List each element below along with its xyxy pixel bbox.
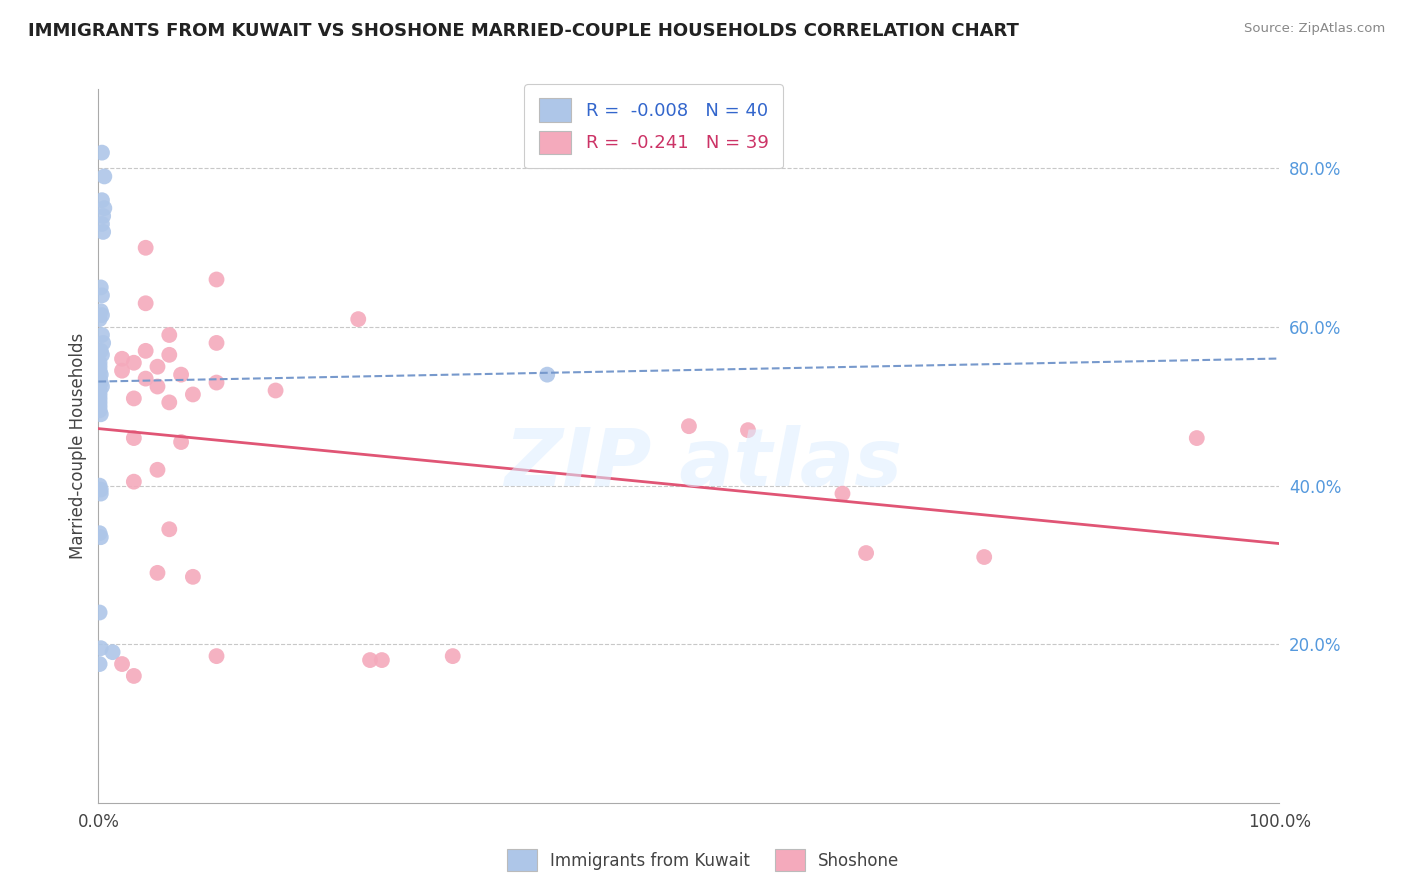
- Point: [91, 145, 114, 160]
- Point: [536, 368, 558, 382]
- Point: [89, 403, 111, 417]
- Point: [89, 359, 111, 374]
- Point: [90, 343, 112, 358]
- Point: [89, 392, 111, 406]
- Point: [146, 463, 169, 477]
- Point: [89, 657, 111, 671]
- Point: [90, 280, 112, 294]
- Text: Source: ZipAtlas.com: Source: ZipAtlas.com: [1244, 22, 1385, 36]
- Point: [146, 359, 169, 374]
- Point: [122, 431, 145, 445]
- Point: [90, 376, 112, 390]
- Point: [89, 478, 111, 492]
- Point: [91, 225, 114, 239]
- Legend: R =  -0.008   N = 40, R =  -0.241   N = 39: R = -0.008 N = 40, R = -0.241 N = 39: [524, 84, 783, 169]
- Point: [93, 169, 115, 184]
- Point: [91, 328, 114, 343]
- Point: [91, 193, 114, 207]
- Point: [91, 217, 114, 231]
- Point: [89, 384, 111, 398]
- Point: [91, 335, 114, 350]
- Point: [157, 395, 180, 409]
- Text: ZIP atlas: ZIP atlas: [503, 425, 903, 503]
- Point: [90, 304, 112, 318]
- Legend: Immigrants from Kuwait, Shoshone: Immigrants from Kuwait, Shoshone: [498, 841, 908, 880]
- Point: [855, 546, 877, 560]
- Point: [91, 288, 114, 302]
- Y-axis label: Married-couple Households: Married-couple Households: [69, 333, 87, 559]
- Point: [90, 407, 112, 421]
- Point: [157, 348, 180, 362]
- Point: [371, 653, 394, 667]
- Point: [122, 669, 145, 683]
- Point: [111, 364, 134, 378]
- Point: [90, 368, 112, 382]
- Point: [90, 483, 112, 497]
- Point: [205, 335, 228, 350]
- Point: [111, 657, 134, 671]
- Point: [122, 392, 145, 406]
- Point: [91, 308, 114, 322]
- Point: [89, 356, 111, 370]
- Point: [90, 530, 112, 544]
- Text: IMMIGRANTS FROM KUWAIT VS SHOSHONE MARRIED-COUPLE HOUSEHOLDS CORRELATION CHART: IMMIGRANTS FROM KUWAIT VS SHOSHONE MARRI…: [28, 22, 1019, 40]
- Point: [89, 371, 111, 385]
- Point: [678, 419, 700, 434]
- Point: [170, 368, 193, 382]
- Point: [170, 435, 193, 450]
- Point: [973, 549, 995, 564]
- Point: [89, 387, 111, 401]
- Point: [135, 343, 157, 358]
- Point: [737, 423, 759, 437]
- Point: [89, 364, 111, 378]
- Point: [181, 570, 204, 584]
- Point: [157, 522, 180, 536]
- Point: [91, 209, 114, 223]
- Point: [89, 312, 111, 326]
- Point: [831, 486, 853, 500]
- Point: [205, 272, 228, 286]
- Point: [347, 312, 370, 326]
- Point: [91, 348, 114, 362]
- Point: [89, 606, 111, 620]
- Point: [89, 400, 111, 414]
- Point: [93, 201, 115, 215]
- Point: [359, 653, 381, 667]
- Point: [122, 475, 145, 489]
- Point: [146, 566, 169, 580]
- Point: [146, 379, 169, 393]
- Point: [264, 384, 287, 398]
- Point: [135, 241, 157, 255]
- Point: [1185, 431, 1208, 445]
- Point: [181, 387, 204, 401]
- Point: [205, 376, 228, 390]
- Point: [91, 379, 114, 393]
- Point: [157, 328, 180, 343]
- Point: [122, 356, 145, 370]
- Point: [101, 645, 124, 659]
- Point: [89, 526, 111, 541]
- Point: [90, 641, 112, 656]
- Point: [111, 351, 134, 366]
- Point: [90, 486, 112, 500]
- Point: [205, 649, 228, 664]
- Point: [135, 296, 157, 310]
- Point: [135, 371, 157, 385]
- Point: [89, 395, 111, 409]
- Point: [441, 649, 464, 664]
